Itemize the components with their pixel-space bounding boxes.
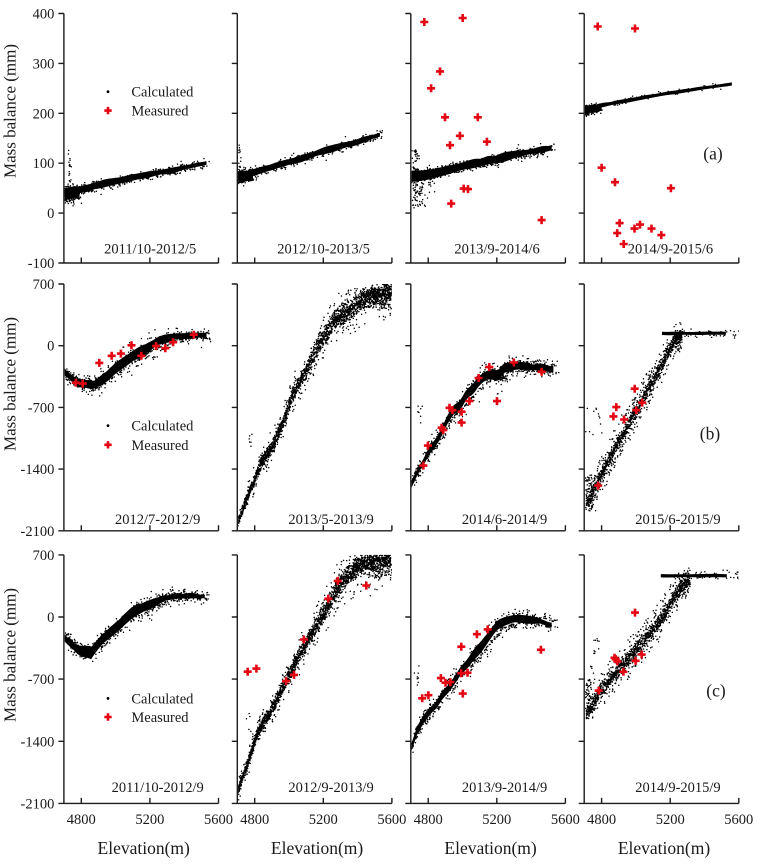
svg-text:(a): (a) xyxy=(703,144,723,164)
svg-text:Elevation(m): Elevation(m) xyxy=(618,838,711,858)
svg-text:Measured: Measured xyxy=(131,710,189,726)
svg-text:2011/10-2012/9: 2011/10-2012/9 xyxy=(112,780,204,796)
svg-text:2012/9-2013/9: 2012/9-2013/9 xyxy=(288,780,373,796)
svg-text:-1400: -1400 xyxy=(21,462,55,478)
svg-text:Measured: Measured xyxy=(131,438,189,454)
svg-text:Calculated: Calculated xyxy=(131,419,194,435)
svg-text:5200: 5200 xyxy=(656,812,685,828)
svg-text:5200: 5200 xyxy=(135,812,164,828)
svg-text:4800: 4800 xyxy=(67,812,96,828)
svg-text:(b): (b) xyxy=(700,424,721,444)
svg-text:300: 300 xyxy=(33,56,55,72)
svg-text:700: 700 xyxy=(33,277,55,293)
svg-text:Elevation(m): Elevation(m) xyxy=(444,838,537,858)
svg-text:Mass balance (mm): Mass balance (mm) xyxy=(1,317,20,451)
svg-text:Calculated: Calculated xyxy=(131,85,194,101)
svg-text:2013/5-2013/9: 2013/5-2013/9 xyxy=(288,512,373,528)
svg-text:2014/9-2015/9: 2014/9-2015/9 xyxy=(635,780,720,796)
svg-text:5200: 5200 xyxy=(482,812,511,828)
svg-text:-700: -700 xyxy=(28,672,55,688)
svg-text:-1400: -1400 xyxy=(21,734,55,750)
svg-text:2011/10-2012/5: 2011/10-2012/5 xyxy=(104,242,196,258)
svg-text:-100: -100 xyxy=(28,256,55,272)
svg-text:200: 200 xyxy=(33,106,55,122)
svg-text:0: 0 xyxy=(47,206,54,222)
svg-text:(c): (c) xyxy=(706,681,726,701)
svg-text:2014/9-2015/6: 2014/9-2015/6 xyxy=(628,242,713,258)
svg-text:Measured: Measured xyxy=(131,104,189,120)
svg-text:5200: 5200 xyxy=(309,812,338,828)
svg-text:0: 0 xyxy=(47,339,54,355)
svg-text:0: 0 xyxy=(47,610,54,626)
svg-text:2012/7-2012/9: 2012/7-2012/9 xyxy=(115,512,200,528)
svg-text:Mass balance (mm): Mass balance (mm) xyxy=(1,588,20,722)
svg-text:100: 100 xyxy=(33,156,55,172)
svg-text:Elevation(m): Elevation(m) xyxy=(271,838,364,858)
svg-text:5600: 5600 xyxy=(551,812,580,828)
svg-text:4800: 4800 xyxy=(587,812,616,828)
svg-text:5600: 5600 xyxy=(724,812,753,828)
svg-text:2013/9-2014/6: 2013/9-2014/6 xyxy=(454,242,539,258)
svg-text:4800: 4800 xyxy=(240,812,269,828)
svg-text:5600: 5600 xyxy=(377,812,406,828)
svg-text:5600: 5600 xyxy=(204,812,233,828)
svg-text:2012/10-2013/5: 2012/10-2013/5 xyxy=(277,242,370,258)
svg-text:2013/9-2014/9: 2013/9-2014/9 xyxy=(462,780,547,796)
svg-text:Elevation(m): Elevation(m) xyxy=(98,838,191,858)
svg-text:Calculated: Calculated xyxy=(131,691,194,707)
svg-text:-2100: -2100 xyxy=(21,524,55,540)
svg-text:-700: -700 xyxy=(28,400,55,416)
svg-text:-2100: -2100 xyxy=(21,796,55,812)
svg-text:4800: 4800 xyxy=(414,812,443,828)
svg-text:700: 700 xyxy=(33,548,55,564)
svg-text:400: 400 xyxy=(33,7,55,23)
svg-text:2015/6-2015/9: 2015/6-2015/9 xyxy=(635,512,720,528)
svg-text:Mass balance (mm): Mass balance (mm) xyxy=(1,44,20,178)
svg-text:2014/6-2014/9: 2014/6-2014/9 xyxy=(462,512,547,528)
